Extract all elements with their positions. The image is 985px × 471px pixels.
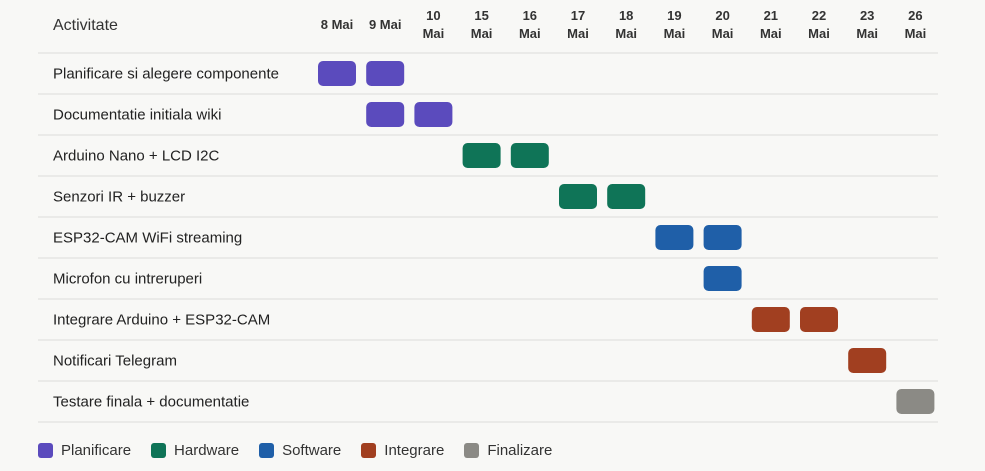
legend-label: Finalizare xyxy=(487,442,553,459)
task-bar-software xyxy=(703,266,742,291)
legend-swatch xyxy=(259,443,275,458)
task-bar-hardware xyxy=(462,143,501,168)
task-label: Microfon cu intreruperi xyxy=(53,271,202,288)
task-bar-hardware xyxy=(607,184,646,209)
task-bar-integrare xyxy=(800,307,838,332)
task-bar-software xyxy=(655,225,694,250)
legend-swatch xyxy=(151,443,167,458)
task-bar-planificare xyxy=(366,102,405,127)
date-header: 20 Mai xyxy=(712,8,734,41)
legend-item-software: Software xyxy=(259,442,341,459)
legend-label: Planificare xyxy=(61,442,132,459)
date-header: 17 Mai xyxy=(567,8,589,41)
gantt-chart: Activitate 8 Mai 9 Mai 10 Mai 15 Mai 16 Mai 17 Mai… xyxy=(38,8,938,423)
date-header: 23 Mai xyxy=(856,8,878,41)
legend-item-planificare: Planificare xyxy=(38,442,131,459)
legend-item-finalizare: Finalizare xyxy=(464,442,552,459)
date-header: 16 Mai xyxy=(519,8,541,41)
task-label: Integrare Arduino + ESP32-CAM xyxy=(53,312,270,329)
date-header: 19 Mai xyxy=(664,8,686,41)
date-header: 22 Mai xyxy=(808,8,830,41)
task-label: ESP32-CAM WiFi streaming xyxy=(53,230,242,247)
task-bar-planificare xyxy=(318,61,356,86)
date-header: 9 Mai xyxy=(369,17,402,32)
task-label: Testare finala + documentatie xyxy=(53,394,249,411)
task-bar-finalizare xyxy=(896,389,935,414)
task-bar-software xyxy=(703,225,742,250)
legend-swatch xyxy=(464,443,480,458)
task-bar-planificare xyxy=(414,102,453,127)
date-header: 26 Mai xyxy=(905,8,927,41)
legend-swatch xyxy=(361,443,377,458)
task-bar-integrare xyxy=(848,348,887,373)
task-bar-hardware xyxy=(559,184,597,209)
task-label: Planificare si alegere componente xyxy=(53,66,279,83)
date-header: 10 Mai xyxy=(423,8,445,41)
task-bar-hardware xyxy=(510,143,549,168)
task-bar-planificare xyxy=(366,61,405,86)
task-label: Documentatie initiala wiki xyxy=(53,107,221,124)
legend-swatch xyxy=(38,443,53,458)
date-header: 21 Mai xyxy=(760,8,782,41)
task-label: Senzori IR + buzzer xyxy=(53,189,185,206)
legend: Planificare Hardware Software Integrare Fina… xyxy=(38,442,552,459)
task-bar-integrare xyxy=(751,307,790,332)
legend-label: Integrare xyxy=(384,442,445,459)
header-activitate: Activitate xyxy=(53,17,118,34)
legend-label: Hardware xyxy=(174,442,240,459)
date-header: 18 Mai xyxy=(615,8,637,41)
legend-label: Software xyxy=(282,442,342,459)
task-label: Arduino Nano + LCD I2C xyxy=(53,148,220,165)
task-label: Notificari Telegram xyxy=(53,353,177,370)
legend-item-hardware: Hardware xyxy=(151,442,239,459)
legend-item-integrare: Integrare xyxy=(361,442,444,459)
date-header: 8 Mai xyxy=(321,17,354,32)
date-header: 15 Mai xyxy=(471,8,493,41)
